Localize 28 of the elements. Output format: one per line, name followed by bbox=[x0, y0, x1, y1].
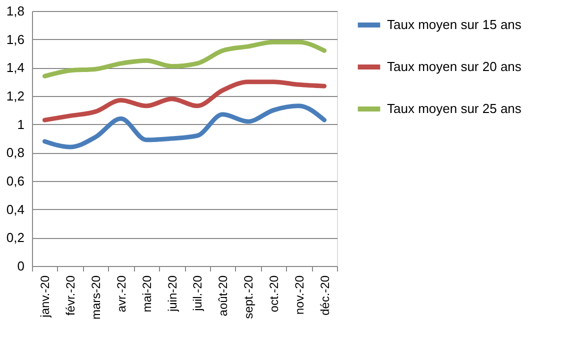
x-tick-label: avr.-20 bbox=[114, 275, 128, 312]
legend-label: Taux moyen sur 15 ans bbox=[387, 17, 522, 32]
y-tick-label: 1,8 bbox=[6, 4, 24, 18]
x-tick-label: déc.-20 bbox=[318, 275, 332, 316]
line-series bbox=[42, 104, 327, 150]
y-tick-label: 0 bbox=[17, 258, 24, 274]
x-tick-label: juil.-20 bbox=[190, 275, 205, 312]
x-tick-label: oct.-20 bbox=[266, 275, 281, 312]
x-tick-label: nov.-20 bbox=[292, 275, 306, 315]
x-tick-label: août-20 bbox=[216, 275, 230, 316]
x-tick-label: juin-20 bbox=[165, 275, 180, 313]
x-tick-label: janv.-20 bbox=[38, 275, 52, 318]
line-series bbox=[42, 80, 327, 122]
y-tick-label: 0,6 bbox=[6, 174, 24, 188]
y-tick-label: 0,8 bbox=[6, 145, 24, 160]
y-tick-label: 1,6 bbox=[6, 32, 24, 47]
x-tick-label: mars-20 bbox=[89, 275, 104, 320]
x-tick-label: mai-20 bbox=[140, 275, 154, 312]
y-tick-label: 1,2 bbox=[6, 88, 24, 104]
y-tick-label: 0,2 bbox=[6, 230, 24, 246]
line-series bbox=[42, 40, 327, 78]
x-tick-label: sept.-20 bbox=[242, 275, 256, 319]
y-tick-label: 1 bbox=[17, 116, 24, 132]
legend-label: Taux moyen sur 25 ans bbox=[387, 101, 522, 116]
y-tick-label: 1,4 bbox=[6, 60, 24, 76]
y-tick-label: 0,4 bbox=[6, 202, 24, 217]
legend-label: Taux moyen sur 20 ans bbox=[387, 59, 522, 74]
x-tick-label: févr.-20 bbox=[64, 275, 78, 316]
